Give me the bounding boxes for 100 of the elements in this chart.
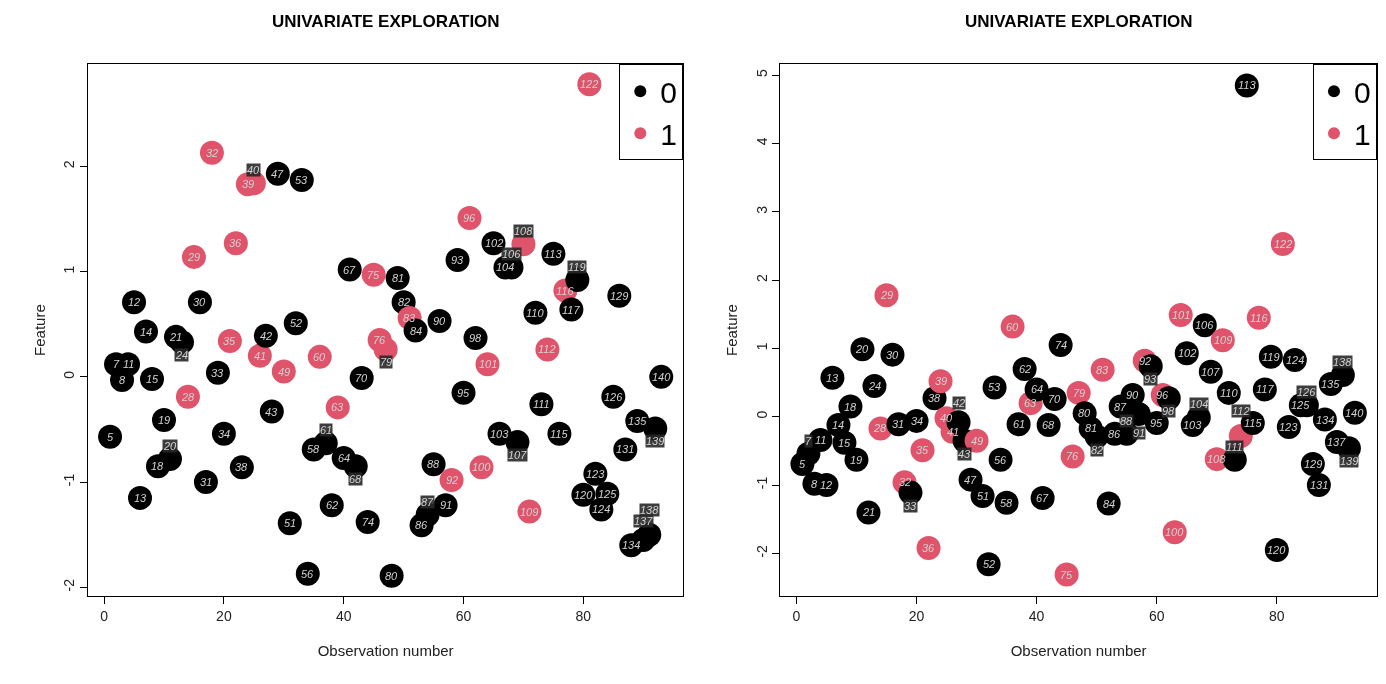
annotation: 31: [200, 476, 213, 488]
annotation: 63: [1024, 397, 1038, 409]
annotation: 67: [1036, 492, 1050, 504]
annotation: 68: [349, 473, 363, 485]
annotation: 139: [1340, 455, 1359, 467]
annotation: 34: [911, 415, 924, 427]
annotation: 35: [223, 335, 237, 347]
y-tick-label: 0: [61, 370, 78, 379]
annotation: 138: [640, 504, 660, 516]
annotation: 70: [1048, 393, 1062, 405]
annotation: 34: [218, 428, 231, 440]
legend-label: 0: [1353, 76, 1371, 109]
annotation: 92: [446, 474, 459, 486]
annotation: 14: [140, 326, 153, 338]
annotation: 117: [562, 304, 581, 316]
annotation: 39: [242, 178, 255, 190]
annotation: 18: [151, 460, 165, 472]
annotation: 58: [307, 443, 321, 455]
annotation: 138: [1333, 356, 1353, 368]
annotation: 87: [421, 496, 435, 508]
annotation: 92: [1139, 355, 1152, 367]
annotation: 120: [574, 489, 594, 501]
annotation: 126: [604, 391, 624, 403]
annotation: 12: [820, 479, 833, 491]
annotation: 63: [331, 401, 345, 413]
annotation: 68: [1042, 419, 1056, 431]
x-tick-label: 20: [216, 607, 232, 624]
annotation: 49: [971, 435, 984, 447]
annotation: 28: [181, 391, 196, 403]
x-tick-label: 60: [1148, 607, 1165, 624]
annotation: 56: [301, 568, 315, 580]
annotation: 36: [922, 542, 936, 554]
annotation: 62: [326, 499, 339, 511]
annotation: 87: [1114, 401, 1128, 413]
annotation: 82: [1091, 444, 1104, 456]
annotation: 51: [284, 517, 297, 529]
annotation: 81: [392, 272, 405, 284]
annotation: 123: [586, 468, 606, 480]
y-tick-label: 3: [753, 205, 770, 214]
annotation: 111: [1226, 441, 1243, 453]
annotation: 115: [1244, 417, 1263, 429]
annotation: 135: [1321, 378, 1341, 390]
annotation: 139: [646, 435, 665, 447]
annotation: 24: [175, 349, 189, 361]
annotation: 15: [146, 373, 160, 385]
annotation: 103: [1183, 419, 1203, 431]
annotation: 117: [1256, 383, 1275, 395]
annotation: 80: [1078, 407, 1092, 419]
annotation: 62: [1019, 363, 1032, 375]
annotation: 126: [1297, 386, 1317, 398]
annotation: 96: [463, 212, 477, 224]
annotation: 113: [544, 248, 563, 260]
annotation: 115: [550, 428, 569, 440]
x-tick-label: 0: [100, 607, 109, 624]
annotation: 123: [1279, 421, 1299, 433]
annotation: 88: [1120, 415, 1134, 427]
annotation: 21: [169, 331, 183, 343]
y-axis-title: Feature: [30, 304, 48, 356]
annotation: 135: [628, 415, 648, 427]
annotation: 106: [502, 248, 522, 260]
annotation: 93: [451, 254, 465, 266]
annotation: 15: [838, 437, 852, 449]
annotation: 20: [163, 440, 178, 452]
annotation: 86: [415, 519, 429, 531]
annotation: 7: [113, 358, 120, 370]
annotation: 82: [398, 296, 411, 308]
y-tick-label: -1: [753, 476, 770, 490]
annotation: 52: [290, 317, 303, 329]
legend-label: 1: [660, 118, 677, 151]
y-tick-label: 1: [61, 265, 78, 274]
annotation: 11: [815, 434, 827, 446]
annotation: 42: [260, 330, 273, 342]
annotation: 116: [1250, 312, 1269, 324]
annotation: 112: [1232, 405, 1250, 417]
annotation: 5: [799, 458, 806, 470]
annotation: 80: [385, 570, 399, 582]
annotation: 122: [1274, 238, 1293, 250]
annotation: 58: [1000, 497, 1014, 509]
annotation: 90: [433, 315, 447, 327]
annotation: 108: [514, 225, 534, 237]
annotation: 53: [988, 381, 1002, 393]
annotation: 119: [568, 261, 586, 273]
annotation: 84: [1103, 498, 1116, 510]
annotation: 93: [1144, 373, 1158, 385]
annotation: 107: [1201, 366, 1221, 378]
annotation: 33: [904, 500, 918, 512]
annotation: 88: [427, 458, 441, 470]
annotation: 12: [128, 296, 141, 308]
annotation: 11: [123, 358, 135, 370]
y-tick-label: -1: [61, 473, 78, 487]
annotation: 101: [1172, 309, 1191, 321]
annotation: 33: [211, 367, 225, 379]
annotation: 64: [1031, 383, 1044, 395]
annotation: 110: [1220, 387, 1239, 399]
annotation: 134: [1316, 414, 1335, 426]
annotation: 24: [868, 380, 882, 392]
annotation: 13: [134, 492, 148, 504]
annotation: 103: [490, 428, 510, 440]
annotation: 75: [1060, 569, 1074, 581]
annotation: 109: [520, 506, 539, 518]
